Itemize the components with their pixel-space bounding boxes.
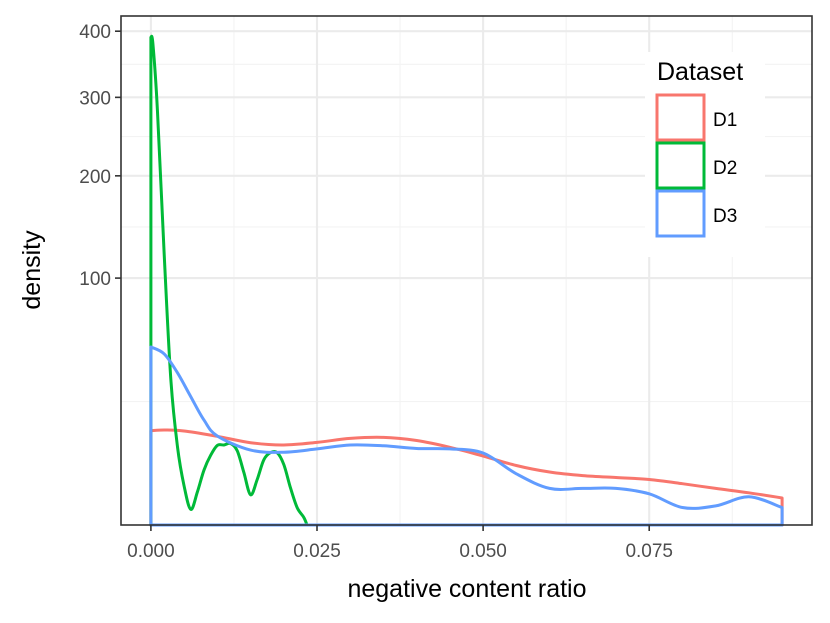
x-tick-label: 0.050 [459,541,507,562]
y-tick-label: 100 [79,269,111,290]
x-tick-label: 0.000 [127,541,175,562]
y-tick-label: 300 [79,88,111,109]
series-d3-curve [149,345,784,527]
series-layer [149,34,784,527]
axes: 0.000 0.025 0.050 0.075 100 200 300 400 [79,22,673,562]
legend-items: D1 D2 D3 [655,93,737,238]
legend-label-d2: D2 [713,158,737,179]
x-tick-label: 0.025 [293,541,341,562]
legend: Dataset D1 D2 D3 [645,52,765,257]
y-tick-label: 400 [79,22,111,43]
y-tick-label: 200 [79,167,111,188]
series-d1-curve [149,428,784,527]
x-axis-title: negative content ratio [347,575,586,603]
panel-border [120,15,813,526]
x-tick-label: 0.075 [625,541,673,562]
y-axis-title: density [18,230,46,310]
legend-title: Dataset [657,58,743,86]
legend-label-d3: D3 [713,206,737,227]
legend-key-d3 [655,189,706,238]
legend-key-d1 [655,93,706,142]
series-d2-curve [149,34,309,527]
legend-key-d2 [655,141,706,190]
legend-label-d1: D1 [713,110,737,131]
